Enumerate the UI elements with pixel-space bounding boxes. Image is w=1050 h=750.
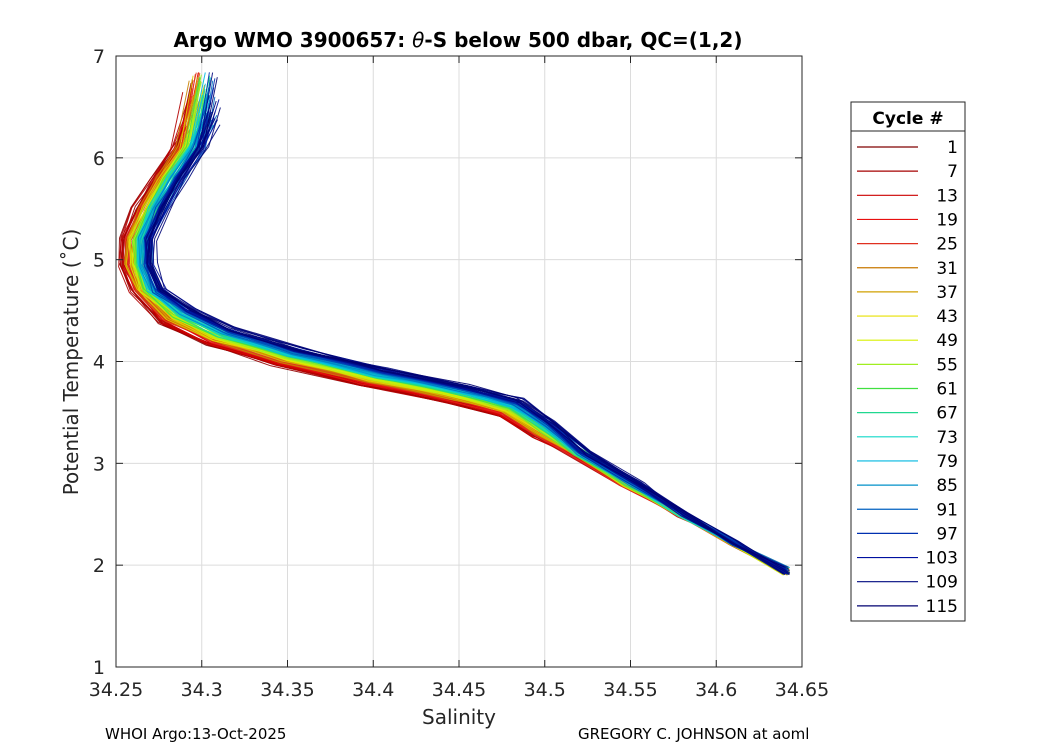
legend-label: 31 (936, 259, 958, 279)
x-tick-label: 34.3 (181, 679, 223, 701)
chart-title: Argo WMO 3900657: θ-S below 500 dbar, QC… (174, 28, 743, 52)
profile-line (156, 107, 791, 575)
y-tick-label: 1 (93, 657, 105, 679)
legend-label: 25 (936, 235, 958, 255)
x-tick-label: 34.25 (89, 679, 143, 701)
profile-line (150, 100, 786, 568)
legend: Cycle #1 7 13 19 25 31 37 43 49 55 61 67 73 79 85 91 97 1… (850, 101, 966, 622)
y-axis-label: Potential Temperature (˚C) (59, 229, 83, 496)
legend-label: 73 (936, 428, 958, 448)
legend-label: 19 (936, 210, 958, 230)
y-tick-label: 2 (93, 555, 105, 577)
axis-ticks: 34.25 34.3 34.35 34.4 34.45 34.5 34.55 34.6 34.6… (89, 46, 829, 701)
legend-label: 55 (936, 355, 958, 375)
x-tick-label: 34.45 (432, 679, 486, 701)
x-tick-label: 34.6 (695, 679, 737, 701)
legend-label: 97 (936, 524, 958, 544)
legend-label: 43 (936, 307, 958, 327)
legend-box (850, 101, 966, 622)
legend-label: 103 (926, 549, 958, 569)
x-tick-label: 34.35 (260, 679, 314, 701)
x-tick-label: 34.55 (603, 679, 657, 701)
legend-label: 67 (936, 404, 958, 424)
x-tick-label: 34.65 (775, 679, 829, 701)
y-tick-label: 6 (93, 148, 105, 170)
legend-label: 61 (936, 380, 958, 400)
y-tick-label: 7 (93, 46, 105, 68)
legend-label: 91 (936, 500, 958, 520)
legend-label: 37 (936, 283, 958, 303)
legend-label: 13 (936, 186, 958, 206)
profile-line (128, 98, 790, 572)
legend-label: 109 (926, 573, 958, 593)
x-axis-label: Salinity (422, 705, 496, 729)
x-tick-label: 34.4 (352, 679, 394, 701)
y-tick-label: 4 (93, 352, 105, 374)
legend-title: Cycle # (872, 109, 943, 129)
y-tick-label: 5 (93, 250, 105, 272)
legend-label: 79 (936, 452, 958, 472)
footer-right: GREGORY C. JOHNSON at aoml (578, 725, 810, 743)
legend-label: 85 (936, 476, 958, 496)
legend-label: 7 (947, 162, 958, 182)
legend-label: 115 (926, 597, 958, 617)
footer-left: WHOI Argo:13-Oct-2025 (105, 725, 287, 743)
y-tick-label: 3 (93, 453, 105, 475)
profile-curves (118, 72, 791, 576)
profile-line (148, 77, 790, 570)
x-tick-label: 34.5 (524, 679, 566, 701)
legend-label: 49 (936, 331, 958, 351)
legend-label: 1 (947, 138, 958, 158)
